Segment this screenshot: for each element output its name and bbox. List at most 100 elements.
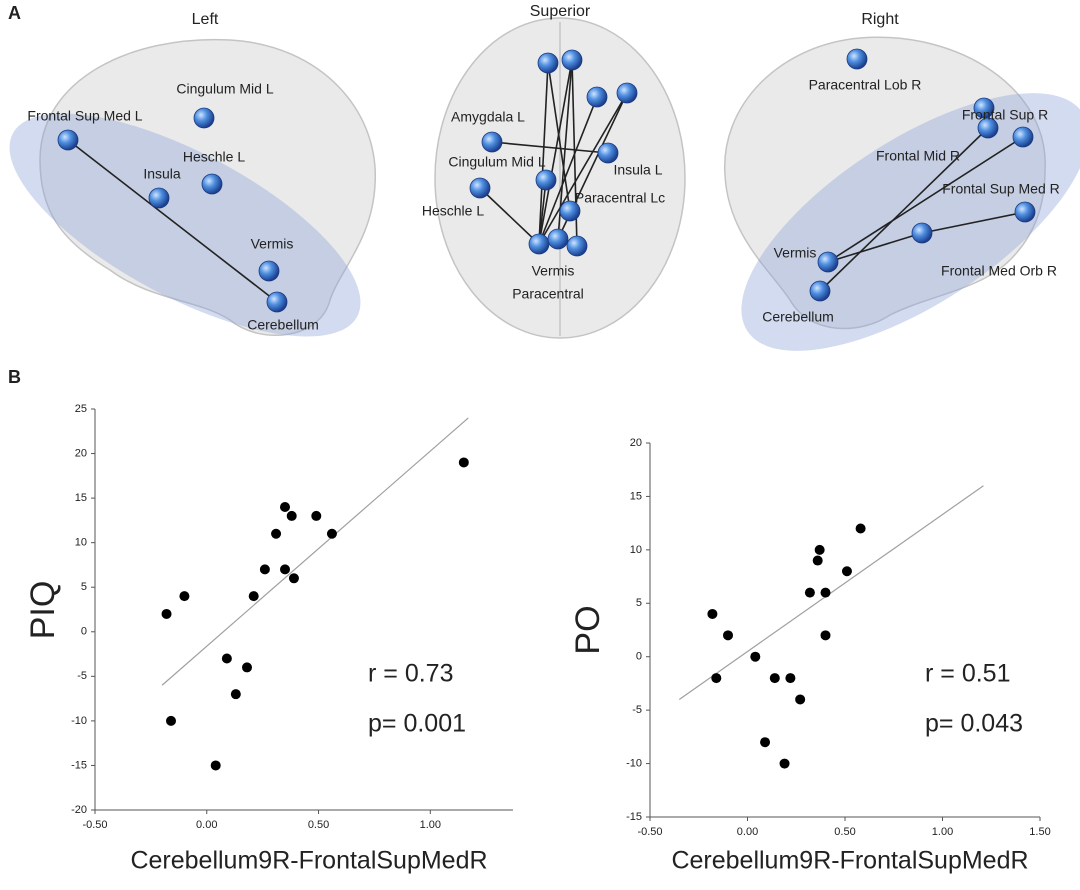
node	[973, 97, 995, 119]
point	[785, 673, 796, 684]
y-tick-label: 10	[75, 537, 87, 549]
node-label: Frontal Med Orb R	[941, 263, 1057, 279]
node	[193, 107, 215, 129]
point	[242, 662, 252, 673]
node-label: Cerebellum	[247, 317, 319, 333]
node-label: Frontal Sup Med R	[942, 181, 1060, 197]
node-label: Paracentral Lc	[575, 190, 665, 206]
annotation: p= 0.001	[368, 710, 466, 738]
y-tick-label: 5	[636, 597, 642, 609]
y-tick-label: 25	[75, 403, 87, 415]
node	[1012, 126, 1034, 148]
node	[586, 86, 608, 108]
y-tick-label: 0	[636, 651, 642, 663]
point	[259, 564, 270, 575]
y-tick-label: 20	[75, 447, 87, 459]
x-tick-label: 1.00	[932, 826, 953, 838]
node-label: Heschle L	[183, 149, 245, 165]
point	[779, 758, 790, 769]
node-label: Frontal Mid R	[876, 148, 960, 164]
point	[812, 555, 823, 566]
node	[597, 142, 619, 164]
x-tick-label: -0.50	[637, 826, 662, 838]
y-tick-label: -5	[632, 704, 642, 716]
node-label: Vermis	[251, 236, 294, 252]
node-label: Insula L	[613, 162, 662, 178]
x-axis-label: Cerebellum9R-FrontalSupMedR	[671, 847, 1028, 875]
y-tick-label: 15	[75, 492, 87, 504]
point	[795, 694, 806, 705]
point	[458, 457, 469, 468]
y-tick-label: -20	[71, 804, 87, 816]
node	[535, 169, 557, 191]
node-label: Cerebellum	[762, 309, 834, 325]
nodes	[57, 48, 1036, 313]
x-tick-label: 0.50	[834, 826, 855, 838]
point	[286, 510, 297, 521]
point	[230, 689, 241, 700]
node	[266, 291, 288, 313]
annotation: r = 0.51	[925, 660, 1010, 688]
point	[760, 737, 771, 748]
node-label: Paracentral Lob R	[809, 77, 922, 93]
fit-line	[678, 485, 984, 700]
y-tick-label: 15	[630, 490, 642, 502]
point	[769, 673, 780, 684]
annotation: r = 0.73	[368, 660, 453, 688]
point	[288, 573, 299, 584]
x-tick-label: 0.00	[737, 826, 758, 838]
point	[841, 566, 852, 577]
node-label: Cingulum Mid L	[448, 154, 545, 170]
y-tick-label: 20	[630, 437, 642, 449]
node	[911, 222, 933, 244]
point	[179, 591, 190, 602]
node	[566, 235, 588, 257]
point	[271, 528, 282, 539]
point	[723, 630, 733, 641]
node-label: Vermis	[774, 245, 817, 261]
panel-label: A	[8, 3, 21, 23]
x-tick-label: 1.50	[1029, 826, 1050, 838]
y-axis-label: PO	[569, 605, 607, 654]
point	[280, 502, 290, 513]
node	[481, 131, 503, 153]
point	[814, 544, 825, 555]
x-tick-label: 0.50	[308, 819, 329, 831]
node	[561, 49, 583, 71]
view-title: Right	[861, 11, 899, 28]
node-label: Frontal Sup R	[962, 107, 1048, 123]
y-tick-label: -10	[71, 715, 87, 727]
x-axis-label: Cerebellum9R-FrontalSupMedR	[130, 847, 487, 875]
node	[258, 260, 280, 282]
point	[820, 630, 831, 641]
node-label: Paracentral	[512, 286, 584, 302]
node	[201, 173, 223, 195]
point	[707, 608, 718, 619]
view-title: Superior	[530, 3, 591, 20]
fit-line	[161, 417, 469, 686]
node	[537, 52, 559, 74]
point	[210, 760, 221, 771]
node-label: Cingulum Mid L	[176, 81, 273, 97]
node	[809, 280, 831, 302]
point	[311, 510, 322, 521]
node	[616, 82, 638, 104]
point	[711, 673, 722, 684]
y-tick-label: 10	[630, 544, 642, 556]
y-tick-label: -5	[77, 670, 87, 682]
node-label: Vermis	[532, 263, 575, 279]
y-tick-label: 5	[81, 581, 87, 593]
point	[855, 523, 866, 534]
point	[248, 591, 259, 602]
node	[977, 117, 999, 139]
node	[148, 187, 170, 209]
point	[166, 715, 176, 726]
node	[547, 228, 569, 250]
node	[1014, 201, 1036, 223]
node-label: Amygdala L	[451, 109, 525, 125]
point	[750, 651, 761, 662]
panel-label: B	[8, 367, 21, 387]
node	[846, 48, 868, 70]
x-tick-label: -0.50	[82, 819, 107, 831]
